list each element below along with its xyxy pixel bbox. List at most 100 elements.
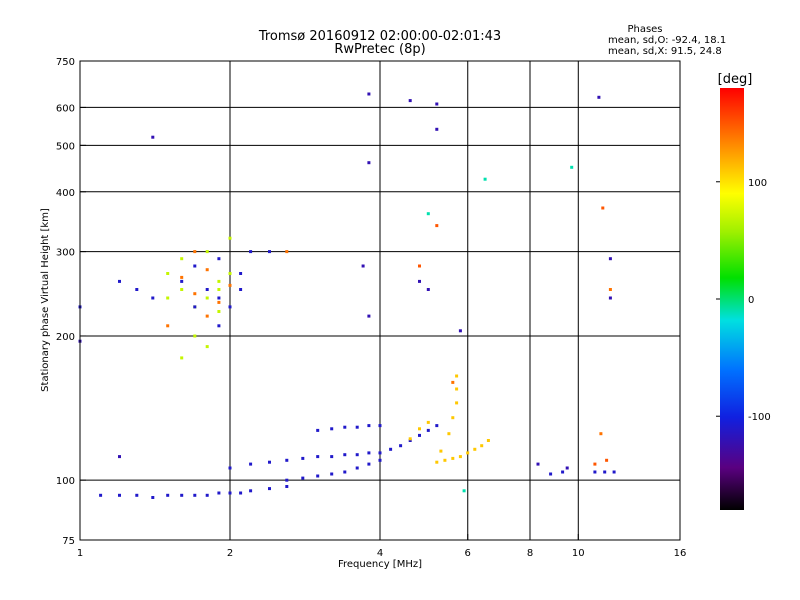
data-point	[367, 314, 371, 318]
data-point	[608, 257, 612, 261]
data-point	[330, 472, 334, 476]
data-point	[451, 456, 455, 460]
phase-stats-x: mean, sd,X: 91.5, 24.8	[608, 46, 722, 57]
data-point	[301, 476, 305, 480]
data-point	[343, 470, 347, 474]
colorbar-label: [deg]	[718, 72, 753, 87]
data-point	[601, 206, 605, 210]
data-point	[593, 470, 597, 474]
data-point	[418, 433, 421, 437]
data-point	[439, 449, 443, 453]
data-point	[249, 250, 253, 254]
data-point	[458, 455, 462, 459]
data-point	[135, 493, 139, 497]
colorbar-tick-label: 0	[748, 295, 754, 306]
data-point	[435, 424, 439, 428]
data-point	[205, 345, 209, 349]
data-point	[180, 279, 184, 283]
x-tick-label: 1	[77, 548, 83, 559]
data-point	[193, 264, 197, 268]
x-axis: 1 2 4 6 8 10 16	[77, 534, 687, 559]
data-point	[435, 102, 439, 106]
data-point	[151, 135, 155, 139]
data-point	[180, 275, 184, 279]
data-point	[367, 92, 371, 96]
data-point	[316, 428, 320, 432]
data-point	[408, 437, 412, 441]
data-point	[217, 491, 221, 495]
data-point	[217, 288, 221, 291]
data-point	[205, 296, 209, 300]
x-tick-label: 4	[377, 548, 383, 559]
data-point	[151, 496, 155, 499]
phase-stats-title: Phases	[627, 24, 662, 35]
data-point	[418, 264, 421, 268]
data-point	[426, 288, 430, 291]
data-point	[608, 296, 612, 300]
data-point	[378, 424, 382, 428]
data-point	[118, 279, 121, 283]
data-point	[193, 305, 197, 309]
data-point	[249, 462, 253, 466]
data-point	[343, 453, 347, 457]
data-points	[78, 92, 616, 499]
y-axis-label: Stationary phase Virtual Height [km]	[40, 208, 51, 392]
data-point	[399, 444, 403, 448]
data-point	[166, 296, 170, 300]
data-point	[435, 224, 439, 228]
y-tick-label: 75	[62, 536, 75, 547]
data-point	[228, 466, 232, 470]
data-point	[466, 451, 470, 455]
y-tick-label: 200	[56, 332, 75, 343]
data-point	[193, 334, 197, 338]
data-point	[605, 458, 609, 462]
x-tick-label: 8	[527, 548, 533, 559]
data-point	[268, 460, 271, 464]
data-point	[193, 493, 197, 497]
x-tick-label: 16	[674, 548, 687, 559]
data-point	[205, 268, 209, 272]
data-point	[228, 283, 232, 287]
data-point	[166, 324, 170, 328]
data-point	[118, 455, 121, 459]
x-tick-label: 10	[572, 548, 585, 559]
data-point	[268, 487, 271, 491]
data-point	[455, 401, 459, 405]
data-point	[480, 444, 484, 448]
data-point	[426, 428, 430, 432]
data-point	[451, 416, 455, 420]
data-point	[316, 455, 320, 459]
data-point	[355, 453, 359, 457]
y-tick-label: 300	[56, 248, 75, 259]
data-point	[285, 478, 289, 482]
data-point	[443, 458, 447, 462]
data-point	[205, 288, 209, 291]
data-point	[549, 472, 553, 476]
data-point	[239, 491, 243, 495]
data-point	[217, 257, 221, 261]
data-point	[473, 447, 477, 451]
data-point	[228, 236, 232, 240]
y-tick-label: 750	[56, 57, 75, 68]
data-point	[455, 387, 459, 391]
data-point	[135, 288, 139, 291]
data-point	[608, 288, 612, 291]
data-point	[418, 279, 421, 283]
x-tick-label: 6	[465, 548, 471, 559]
data-point	[426, 212, 430, 216]
data-point	[193, 292, 197, 296]
data-point	[217, 310, 221, 313]
data-point	[435, 460, 439, 464]
data-point	[355, 466, 359, 470]
grid-lines	[80, 61, 680, 540]
data-point	[217, 279, 221, 283]
y-tick-label: 100	[56, 476, 75, 487]
data-point	[426, 420, 430, 424]
data-point	[599, 432, 603, 436]
data-point	[166, 272, 170, 275]
data-point	[389, 447, 393, 451]
data-point	[378, 451, 382, 455]
data-point	[217, 296, 221, 300]
data-point	[249, 489, 253, 493]
